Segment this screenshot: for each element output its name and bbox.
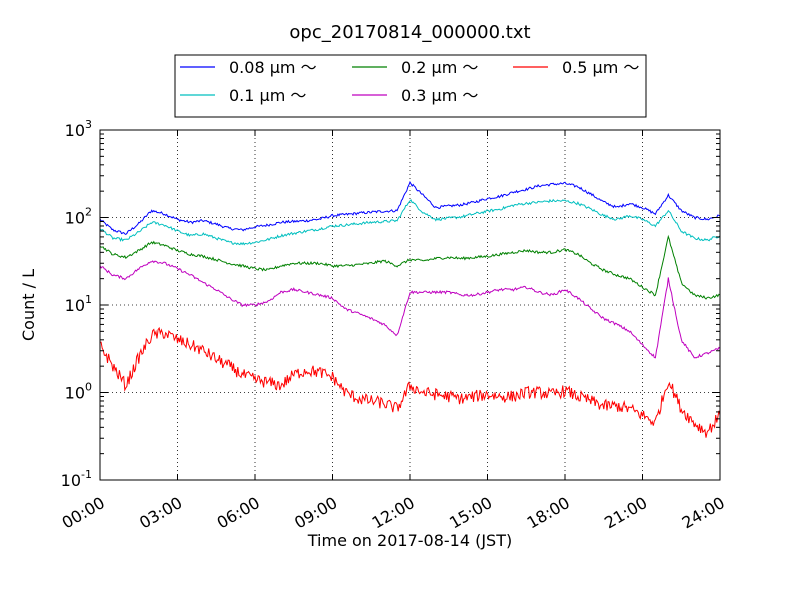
- legend-entry-label: 0.3 μm ～: [401, 86, 478, 105]
- legend: 0.08 μm ～ 0.1 μm ～ 0.2 μm ～ 0.3 μm ～ 0.5 μm …: [174, 54, 647, 118]
- series-line: [99, 260, 721, 359]
- y-axis-label: Count / L: [19, 269, 38, 341]
- series-line: [99, 180, 721, 236]
- y-tick-label: 100: [65, 381, 92, 403]
- plot-area: 00:00 03:00 06:00 09:00 12:00 15:00 18:00 21:00…: [59, 118, 728, 533]
- legend-entry-label: 0.08 μm ～: [229, 58, 317, 77]
- y-tick-label: 10-1: [61, 468, 92, 490]
- legend-box: [174, 54, 647, 118]
- series-line: [99, 198, 721, 246]
- series-line: [99, 326, 721, 438]
- legend-entry-label: 0.5 μm ～: [562, 58, 639, 77]
- chart-title: opc_20170814_000000.txt: [289, 22, 530, 43]
- legend-entry-label: 0.1 μm ～: [229, 86, 306, 105]
- legend-entry-label: 0.2 μm ～: [401, 58, 478, 77]
- y-tick-label: 103: [65, 118, 92, 140]
- y-tick-label: 101: [65, 293, 92, 315]
- y-axis-ticks: 10-1 100 101 102 103: [61, 118, 720, 490]
- series-lines: [99, 180, 721, 438]
- x-axis-label: Time on 2017-08-14 (JST): [307, 531, 512, 550]
- series-line: [99, 234, 721, 300]
- grid-lines: [100, 130, 720, 480]
- y-tick-label: 102: [65, 206, 92, 228]
